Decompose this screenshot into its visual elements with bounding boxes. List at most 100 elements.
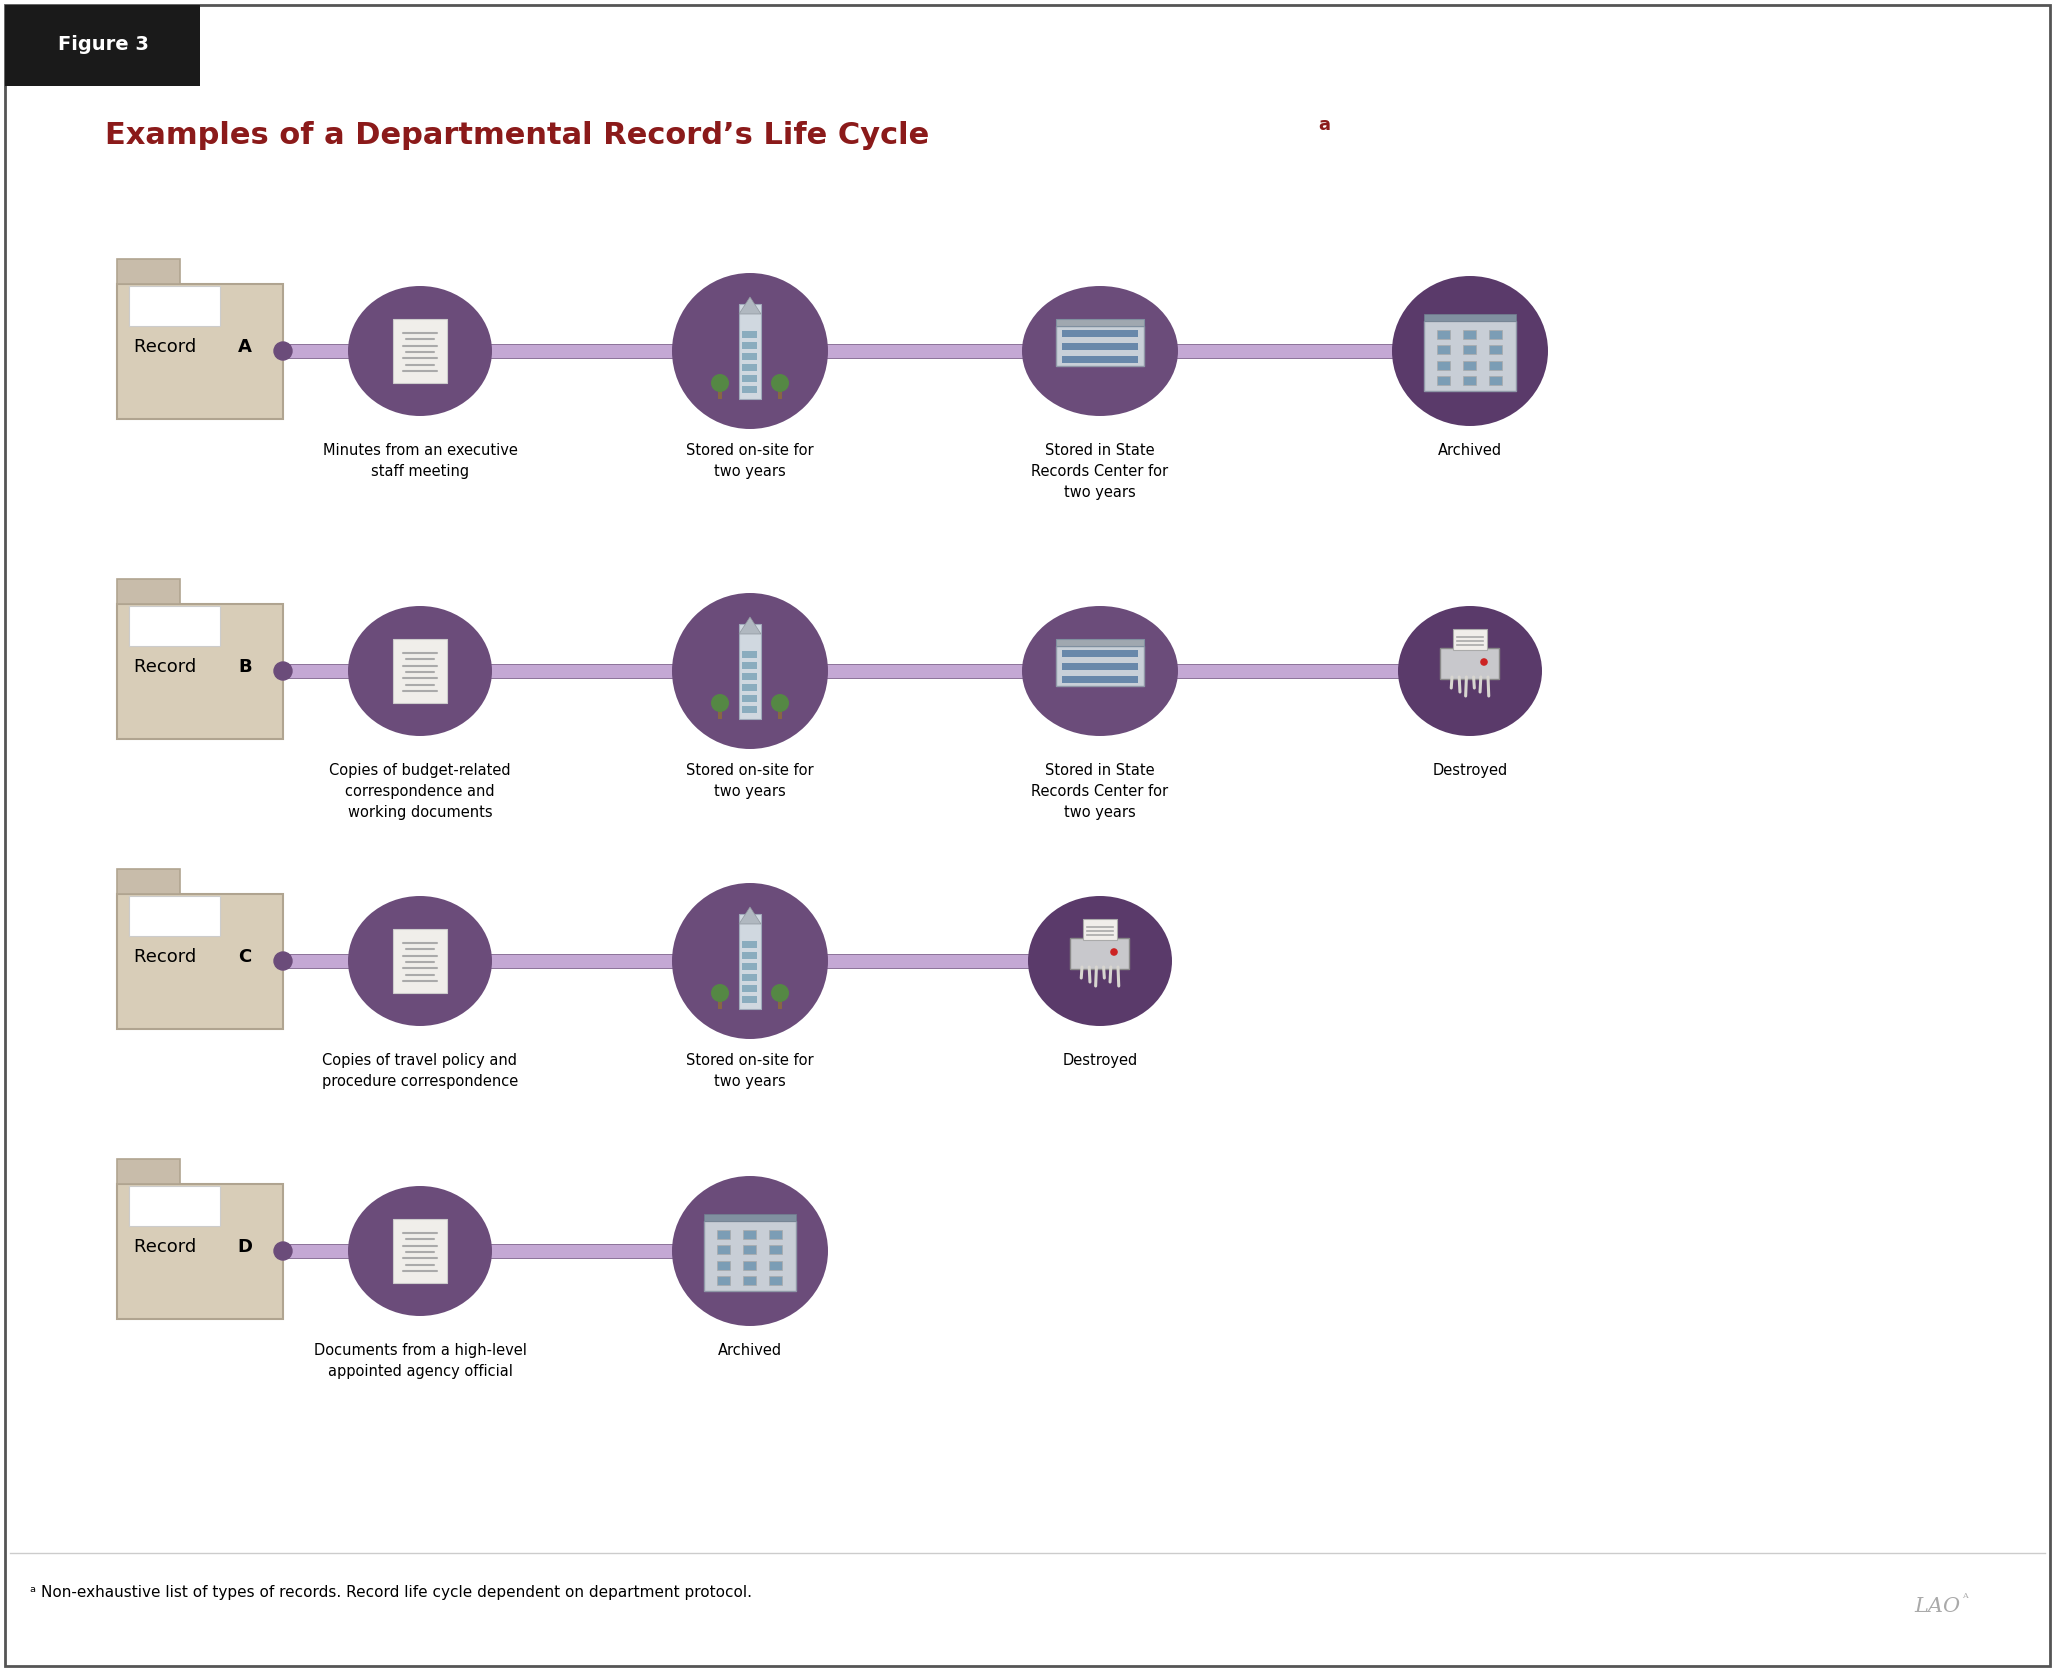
FancyBboxPatch shape (742, 707, 758, 714)
Text: Stored on-site for
two years: Stored on-site for two years (686, 764, 814, 799)
FancyBboxPatch shape (742, 386, 758, 393)
FancyBboxPatch shape (742, 683, 758, 692)
FancyBboxPatch shape (742, 652, 758, 658)
Ellipse shape (1021, 607, 1178, 735)
FancyBboxPatch shape (393, 929, 448, 993)
FancyBboxPatch shape (742, 353, 758, 359)
FancyBboxPatch shape (117, 894, 282, 1028)
Text: Archived: Archived (717, 1343, 783, 1359)
Text: Record: Record (134, 338, 201, 356)
FancyBboxPatch shape (129, 286, 220, 326)
FancyBboxPatch shape (742, 984, 758, 993)
Text: Copies of travel policy and
procedure correspondence: Copies of travel policy and procedure co… (323, 1053, 518, 1089)
Ellipse shape (672, 593, 828, 749)
FancyBboxPatch shape (1056, 326, 1145, 366)
Ellipse shape (1028, 896, 1171, 1026)
FancyBboxPatch shape (1083, 919, 1118, 941)
Circle shape (711, 984, 730, 1003)
Ellipse shape (1391, 276, 1547, 426)
Polygon shape (740, 617, 760, 633)
Text: ᵃ Non-exhaustive list of types of records. Record life cycle dependent on depart: ᵃ Non-exhaustive list of types of record… (31, 1586, 752, 1601)
FancyBboxPatch shape (717, 1245, 730, 1253)
FancyBboxPatch shape (779, 389, 783, 399)
Text: Destroyed: Destroyed (1062, 1053, 1138, 1068)
FancyBboxPatch shape (117, 284, 282, 418)
FancyBboxPatch shape (769, 1260, 783, 1270)
FancyBboxPatch shape (717, 1277, 730, 1285)
Text: Stored in State
Records Center for
two years: Stored in State Records Center for two y… (1032, 764, 1169, 820)
FancyBboxPatch shape (1062, 356, 1138, 363)
Text: B: B (238, 658, 253, 677)
Circle shape (771, 374, 789, 393)
FancyBboxPatch shape (1062, 677, 1138, 683)
Ellipse shape (1397, 607, 1541, 735)
FancyBboxPatch shape (705, 1215, 795, 1222)
FancyBboxPatch shape (129, 896, 220, 936)
FancyBboxPatch shape (717, 1260, 730, 1270)
FancyBboxPatch shape (1441, 648, 1500, 678)
Text: ᴬ: ᴬ (1963, 1592, 1967, 1606)
Text: Stored on-site for
two years: Stored on-site for two years (686, 1053, 814, 1089)
Text: Record: Record (134, 947, 201, 966)
Ellipse shape (672, 1176, 828, 1327)
FancyBboxPatch shape (1490, 329, 1502, 339)
FancyBboxPatch shape (717, 999, 721, 1009)
FancyBboxPatch shape (769, 1277, 783, 1285)
FancyBboxPatch shape (742, 996, 758, 1003)
FancyBboxPatch shape (740, 914, 760, 1009)
Text: a: a (1317, 115, 1330, 134)
FancyBboxPatch shape (129, 1185, 220, 1227)
Text: Stored in State
Records Center for
two years: Stored in State Records Center for two y… (1032, 443, 1169, 500)
Text: Minutes from an executive
staff meeting: Minutes from an executive staff meeting (323, 443, 518, 480)
Ellipse shape (347, 286, 491, 416)
FancyBboxPatch shape (769, 1245, 783, 1253)
FancyBboxPatch shape (284, 1243, 750, 1258)
Circle shape (771, 984, 789, 1003)
FancyBboxPatch shape (1463, 361, 1475, 369)
FancyBboxPatch shape (740, 304, 760, 399)
Text: D: D (238, 1238, 253, 1257)
FancyBboxPatch shape (1436, 344, 1451, 354)
Circle shape (771, 693, 789, 712)
FancyBboxPatch shape (1453, 628, 1488, 650)
FancyBboxPatch shape (393, 1220, 448, 1283)
FancyBboxPatch shape (284, 663, 1469, 678)
FancyBboxPatch shape (117, 1160, 181, 1183)
FancyBboxPatch shape (393, 319, 448, 383)
Polygon shape (740, 907, 760, 924)
FancyBboxPatch shape (779, 999, 783, 1009)
FancyBboxPatch shape (117, 1183, 282, 1318)
FancyBboxPatch shape (1424, 314, 1517, 321)
Ellipse shape (347, 607, 491, 735)
FancyBboxPatch shape (742, 962, 758, 969)
FancyBboxPatch shape (1490, 376, 1502, 384)
Text: Figure 3: Figure 3 (58, 35, 148, 55)
Circle shape (711, 374, 730, 393)
FancyBboxPatch shape (744, 1245, 756, 1253)
FancyBboxPatch shape (742, 331, 758, 338)
FancyBboxPatch shape (284, 344, 1469, 358)
FancyBboxPatch shape (117, 603, 282, 739)
FancyBboxPatch shape (117, 869, 181, 894)
FancyBboxPatch shape (1463, 376, 1475, 384)
FancyBboxPatch shape (717, 1230, 730, 1238)
FancyBboxPatch shape (1062, 343, 1138, 349)
FancyBboxPatch shape (740, 623, 760, 719)
Text: A: A (238, 338, 253, 356)
Circle shape (1110, 947, 1118, 956)
FancyBboxPatch shape (1490, 344, 1502, 354)
FancyBboxPatch shape (1463, 329, 1475, 339)
Text: C: C (238, 947, 251, 966)
FancyBboxPatch shape (1062, 663, 1138, 670)
FancyBboxPatch shape (1071, 937, 1130, 969)
Ellipse shape (672, 882, 828, 1039)
Ellipse shape (672, 272, 828, 429)
Text: Archived: Archived (1438, 443, 1502, 458)
FancyBboxPatch shape (1436, 329, 1451, 339)
FancyBboxPatch shape (717, 389, 721, 399)
FancyBboxPatch shape (1463, 344, 1475, 354)
FancyBboxPatch shape (117, 580, 181, 603)
Circle shape (273, 343, 292, 359)
FancyBboxPatch shape (742, 941, 758, 947)
Circle shape (273, 1242, 292, 1260)
